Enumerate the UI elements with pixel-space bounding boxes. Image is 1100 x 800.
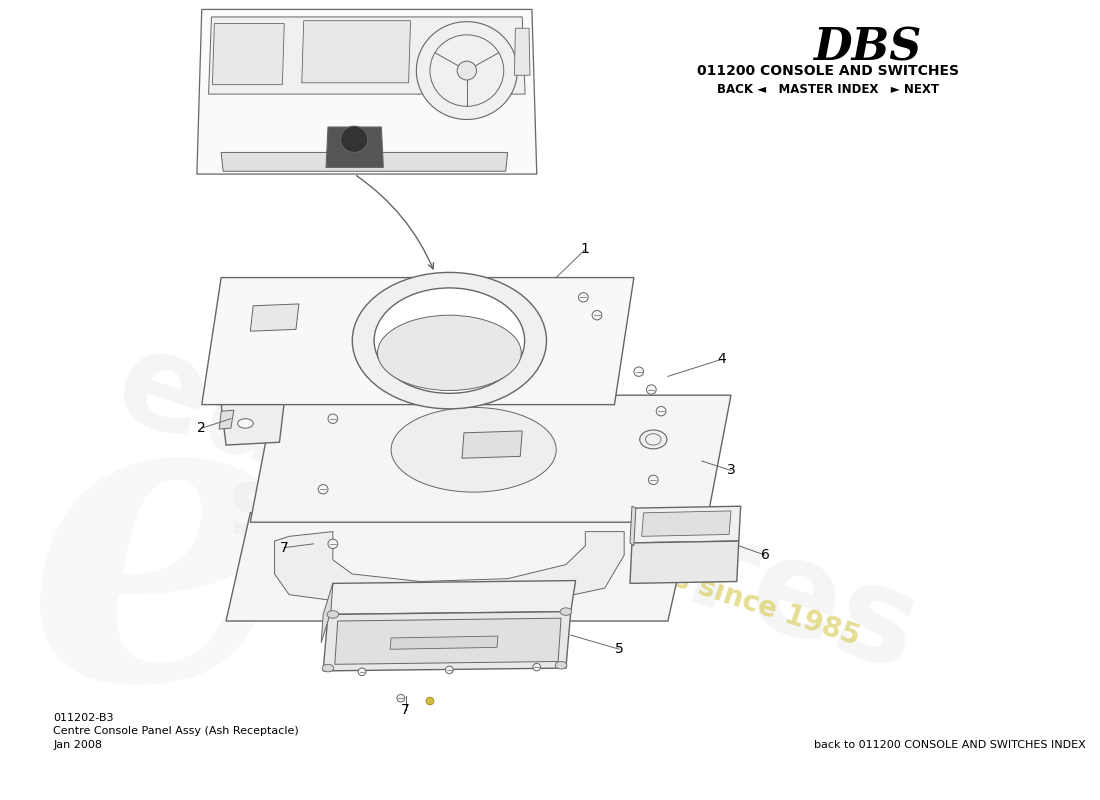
Polygon shape: [462, 431, 522, 458]
Circle shape: [446, 666, 453, 674]
Polygon shape: [328, 581, 575, 614]
Polygon shape: [334, 618, 561, 664]
Polygon shape: [323, 612, 571, 671]
Circle shape: [386, 605, 396, 614]
Polygon shape: [321, 583, 333, 642]
Polygon shape: [390, 636, 498, 650]
Circle shape: [592, 310, 602, 320]
Ellipse shape: [560, 608, 572, 615]
Circle shape: [359, 668, 366, 675]
Polygon shape: [221, 153, 507, 171]
Ellipse shape: [327, 610, 339, 618]
Polygon shape: [326, 127, 383, 167]
Text: 7: 7: [402, 703, 410, 718]
Text: 6: 6: [760, 548, 769, 562]
Ellipse shape: [352, 273, 547, 409]
Ellipse shape: [640, 430, 667, 449]
Text: 5: 5: [615, 642, 624, 656]
Text: 4: 4: [717, 353, 726, 366]
Circle shape: [579, 293, 588, 302]
Ellipse shape: [556, 662, 566, 669]
Text: spares: spares: [228, 462, 593, 554]
Circle shape: [358, 598, 366, 607]
Circle shape: [648, 475, 658, 485]
Circle shape: [397, 694, 405, 702]
Polygon shape: [212, 23, 284, 85]
Polygon shape: [641, 511, 732, 536]
Polygon shape: [631, 506, 740, 543]
Polygon shape: [515, 28, 530, 75]
Text: a passion for parts since 1985: a passion for parts since 1985: [405, 478, 864, 651]
Ellipse shape: [392, 407, 557, 492]
Text: 011202-B3: 011202-B3: [53, 714, 113, 723]
Text: 011200 CONSOLE AND SWITCHES: 011200 CONSOLE AND SWITCHES: [697, 64, 959, 78]
Circle shape: [657, 406, 665, 416]
Polygon shape: [251, 304, 299, 331]
Ellipse shape: [374, 288, 525, 394]
Text: 2: 2: [197, 421, 206, 435]
Circle shape: [458, 61, 476, 80]
Polygon shape: [275, 532, 624, 610]
Circle shape: [426, 698, 433, 705]
Text: 7: 7: [279, 541, 288, 554]
Polygon shape: [251, 395, 732, 522]
Circle shape: [634, 367, 643, 376]
Text: Centre Console Panel Assy (Ash Receptacle): Centre Console Panel Assy (Ash Receptacl…: [53, 726, 299, 737]
Polygon shape: [197, 10, 537, 174]
Polygon shape: [301, 21, 410, 83]
Polygon shape: [219, 410, 234, 429]
Ellipse shape: [238, 418, 253, 428]
Ellipse shape: [377, 315, 521, 390]
Text: eurospares: eurospares: [101, 318, 934, 698]
Polygon shape: [630, 506, 636, 546]
Polygon shape: [209, 17, 525, 94]
Text: BACK ◄   MASTER INDEX   ► NEXT: BACK ◄ MASTER INDEX ► NEXT: [717, 83, 939, 96]
Circle shape: [532, 663, 541, 671]
Circle shape: [328, 414, 338, 423]
Text: Jan 2008: Jan 2008: [53, 739, 102, 750]
Circle shape: [328, 539, 338, 549]
Polygon shape: [630, 541, 739, 583]
Text: e: e: [25, 363, 290, 766]
Text: DBS: DBS: [813, 26, 921, 70]
Polygon shape: [201, 278, 634, 405]
Text: 3: 3: [727, 463, 736, 478]
Text: 1: 1: [581, 242, 590, 256]
Polygon shape: [221, 402, 284, 445]
Circle shape: [318, 485, 328, 494]
Circle shape: [647, 385, 657, 394]
Polygon shape: [226, 513, 692, 621]
Circle shape: [341, 126, 367, 153]
Text: back to 011200 CONSOLE AND SWITCHES INDEX: back to 011200 CONSOLE AND SWITCHES INDE…: [814, 739, 1086, 750]
Ellipse shape: [322, 664, 333, 672]
Circle shape: [417, 22, 517, 119]
